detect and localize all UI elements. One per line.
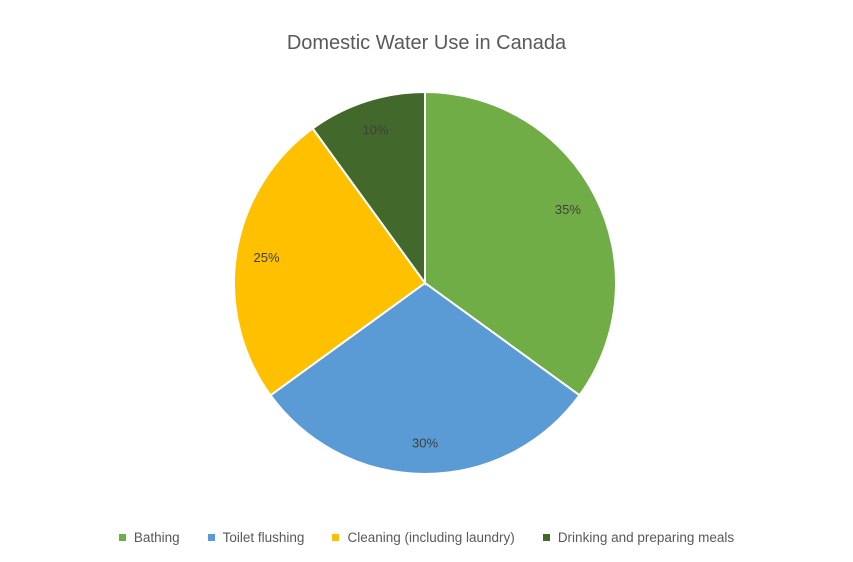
chart-title: Domestic Water Use in Canada <box>286 32 567 54</box>
pie-slice-cleaning <box>233 127 427 397</box>
pie-slice-drinking <box>311 90 426 287</box>
legend-label-bathing: Bathing <box>133 530 180 545</box>
legend-swatch-drinking <box>542 534 550 541</box>
legend: Bathing Toilet flushing Cleaning (includ… <box>0 530 853 545</box>
pie-slice-toilet-flushing <box>269 281 581 475</box>
legend-label-cleaning: Cleaning (including laundry) <box>347 530 515 545</box>
data-label-drinking: 10% <box>362 122 388 137</box>
legend-item-bathing: Bathing <box>118 530 180 545</box>
legend-item-toilet-flushing: Toilet flushing <box>207 530 305 545</box>
legend-swatch-toilet-flushing <box>207 534 215 541</box>
legend-swatch-cleaning <box>332 534 340 541</box>
legend-item-cleaning: Cleaning (including laundry) <box>332 530 515 545</box>
data-label-bathing: 35% <box>555 202 581 217</box>
legend-label-drinking: Drinking and preparing meals <box>557 530 735 545</box>
data-label-cleaning: 25% <box>254 250 280 265</box>
pie-slice-bathing <box>424 90 617 397</box>
legend-label-toilet-flushing: Toilet flushing <box>222 530 305 545</box>
legend-swatch-bathing <box>118 534 126 541</box>
legend-item-drinking: Drinking and preparing meals <box>542 530 735 545</box>
data-label-toilet-flushing: 30% <box>412 435 438 450</box>
